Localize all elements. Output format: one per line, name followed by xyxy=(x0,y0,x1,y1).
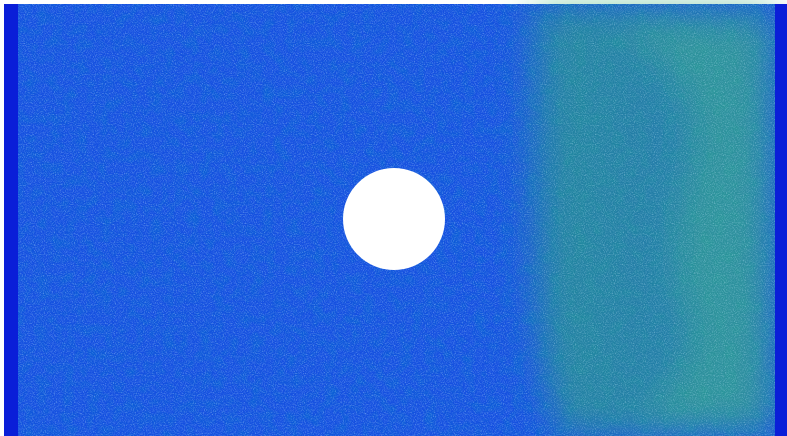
cylinder-obstacle xyxy=(343,168,445,270)
left-boundary xyxy=(4,4,18,436)
right-boundary xyxy=(775,4,787,436)
